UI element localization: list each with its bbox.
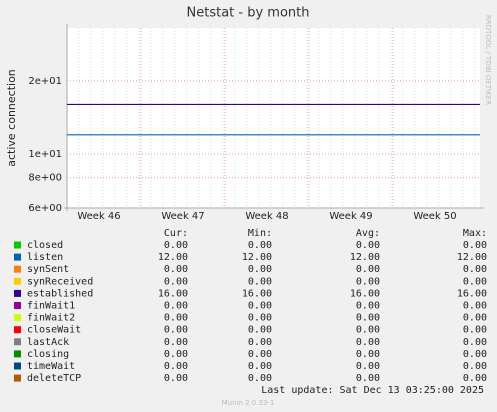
legend-label: established bbox=[27, 288, 93, 299]
legend-swatch bbox=[14, 326, 21, 334]
legend-swatch bbox=[14, 338, 21, 346]
value-label: 0.00 bbox=[164, 301, 188, 312]
value-label: 0.00 bbox=[164, 361, 188, 372]
value-label: 0.00 bbox=[356, 349, 380, 360]
value-label: 0.00 bbox=[356, 276, 380, 287]
column-header: Min: bbox=[248, 228, 272, 239]
column-header: Max: bbox=[463, 228, 487, 239]
value-label: 16.00 bbox=[158, 288, 188, 299]
value-label: 0.00 bbox=[463, 325, 487, 336]
value-label: 16.00 bbox=[457, 288, 487, 299]
y-tick-label: 1e+01 bbox=[28, 149, 62, 160]
value-label: 0.00 bbox=[164, 325, 188, 336]
value-label: 0.00 bbox=[248, 240, 272, 251]
plot-area bbox=[67, 28, 480, 208]
value-label: 0.00 bbox=[356, 240, 380, 251]
value-label: 0.00 bbox=[248, 301, 272, 312]
value-label: 0.00 bbox=[164, 264, 188, 275]
y-tick-label: 2e+01 bbox=[28, 76, 62, 87]
value-label: 0.00 bbox=[356, 325, 380, 336]
value-label: 0.00 bbox=[463, 301, 487, 312]
legend-swatch bbox=[14, 253, 21, 261]
legend-label: closed bbox=[27, 240, 63, 251]
legend-swatch bbox=[14, 314, 21, 322]
value-label: 0.00 bbox=[248, 337, 272, 348]
value-label: 0.00 bbox=[164, 373, 188, 384]
value-label: 0.00 bbox=[248, 373, 272, 384]
value-label: 12.00 bbox=[242, 252, 272, 263]
column-header: Avg: bbox=[356, 228, 380, 239]
legend-swatch bbox=[14, 277, 21, 285]
x-tick-label: Week 46 bbox=[77, 211, 120, 222]
value-label: 0.00 bbox=[356, 337, 380, 348]
legend-swatch bbox=[14, 302, 21, 309]
value-label: 0.00 bbox=[356, 301, 380, 312]
value-label: 0.00 bbox=[463, 264, 487, 275]
value-label: 0.00 bbox=[463, 361, 487, 372]
x-tick-label: Week 50 bbox=[413, 211, 456, 222]
legend-swatch bbox=[14, 374, 21, 382]
x-tick-label: Week 49 bbox=[329, 211, 372, 222]
column-header: Cur: bbox=[164, 228, 188, 239]
value-label: 0.00 bbox=[164, 313, 188, 324]
x-tick-label: Week 47 bbox=[161, 211, 204, 222]
y-tick-label: 6e+00 bbox=[28, 203, 62, 214]
legend-label: finWait1 bbox=[27, 301, 75, 312]
value-label: 16.00 bbox=[350, 288, 380, 299]
value-label: 0.00 bbox=[356, 361, 380, 372]
value-label: 0.00 bbox=[463, 276, 487, 287]
value-label: 0.00 bbox=[463, 349, 487, 360]
value-label: 0.00 bbox=[463, 337, 487, 348]
value-label: 0.00 bbox=[463, 373, 487, 384]
value-label: 16.00 bbox=[242, 288, 272, 299]
legend-label: lastAck bbox=[27, 337, 69, 348]
value-label: 0.00 bbox=[463, 313, 487, 324]
last-update: Last update: Sat Dec 13 03:25:00 2025 bbox=[261, 385, 484, 396]
legend-label: deleteTCP bbox=[27, 373, 81, 384]
value-label: 0.00 bbox=[463, 240, 487, 251]
legend-swatch bbox=[14, 241, 21, 249]
legend-swatch bbox=[14, 350, 21, 358]
legend-label: listen bbox=[27, 252, 63, 263]
legend-label: closing bbox=[27, 349, 69, 360]
value-label: 0.00 bbox=[248, 264, 272, 275]
value-label: 0.00 bbox=[248, 313, 272, 324]
value-label: 0.00 bbox=[164, 349, 188, 360]
legend-label: synSent bbox=[27, 264, 69, 275]
y-axis-label: active connection bbox=[5, 69, 18, 167]
legend-swatch bbox=[14, 289, 21, 297]
value-label: 0.00 bbox=[248, 361, 272, 372]
value-label: 0.00 bbox=[164, 276, 188, 287]
value-label: 0.00 bbox=[356, 264, 380, 275]
value-label: 0.00 bbox=[248, 276, 272, 287]
side-text: RRDTOOL / TOBI OETIKER bbox=[484, 15, 492, 105]
value-label: 0.00 bbox=[164, 337, 188, 348]
legend-swatch bbox=[14, 362, 21, 370]
x-tick-label: Week 48 bbox=[245, 211, 288, 222]
value-label: 0.00 bbox=[248, 325, 272, 336]
value-label: 12.00 bbox=[350, 252, 380, 263]
legend-swatch bbox=[14, 265, 21, 273]
value-label: 0.00 bbox=[356, 313, 380, 324]
legend-label: closeWait bbox=[27, 325, 81, 336]
value-label: 12.00 bbox=[158, 252, 188, 263]
chart-title: Netstat - by month bbox=[187, 6, 310, 21]
value-label: 0.00 bbox=[164, 240, 188, 251]
value-label: 12.00 bbox=[457, 252, 487, 263]
legend-label: synReceived bbox=[27, 276, 93, 287]
footer: Munin 2.0.33-1 bbox=[222, 399, 275, 407]
legend-label: finWait2 bbox=[27, 313, 75, 324]
y-tick-label: 8e+00 bbox=[28, 173, 62, 184]
value-label: 0.00 bbox=[356, 373, 380, 384]
value-label: 0.00 bbox=[248, 349, 272, 360]
legend-label: timeWait bbox=[27, 361, 75, 372]
